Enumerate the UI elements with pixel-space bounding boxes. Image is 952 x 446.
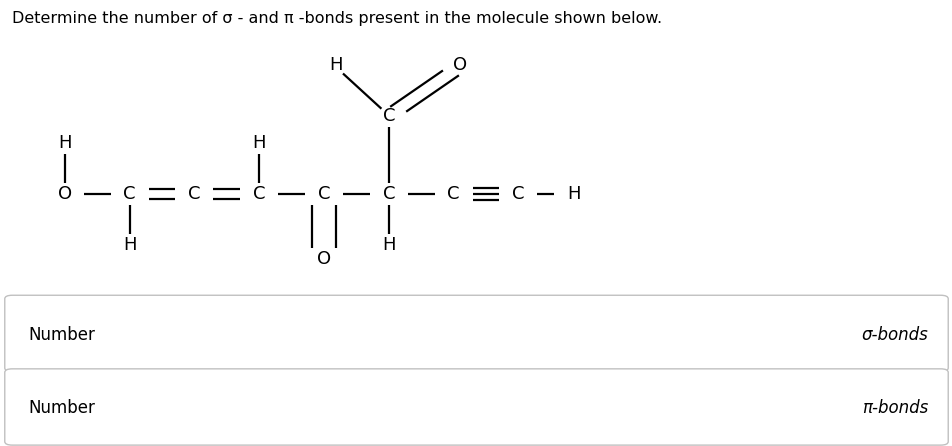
Text: O: O	[58, 185, 71, 203]
Text: H: H	[58, 134, 71, 152]
Text: O: O	[317, 250, 330, 268]
Text: σ-bonds: σ-bonds	[861, 326, 927, 343]
Text: C: C	[188, 185, 201, 203]
Text: C: C	[123, 185, 136, 203]
Text: O: O	[453, 56, 466, 74]
Text: H: H	[329, 56, 343, 74]
Text: C: C	[382, 107, 395, 125]
Text: H: H	[123, 236, 136, 254]
Text: Number: Number	[29, 326, 95, 343]
Text: C: C	[446, 185, 460, 203]
Text: Number: Number	[29, 399, 95, 417]
Text: H: H	[252, 134, 266, 152]
FancyBboxPatch shape	[5, 295, 947, 372]
Text: C: C	[382, 185, 395, 203]
Text: C: C	[511, 185, 525, 203]
Text: C: C	[252, 185, 266, 203]
Text: C: C	[317, 185, 330, 203]
FancyBboxPatch shape	[5, 369, 947, 445]
Text: π-bonds: π-bonds	[861, 399, 927, 417]
Text: Determine the number of σ - and π -bonds present in the molecule shown below.: Determine the number of σ - and π -bonds…	[12, 11, 662, 26]
Text: H: H	[566, 185, 580, 203]
Text: H: H	[382, 236, 395, 254]
